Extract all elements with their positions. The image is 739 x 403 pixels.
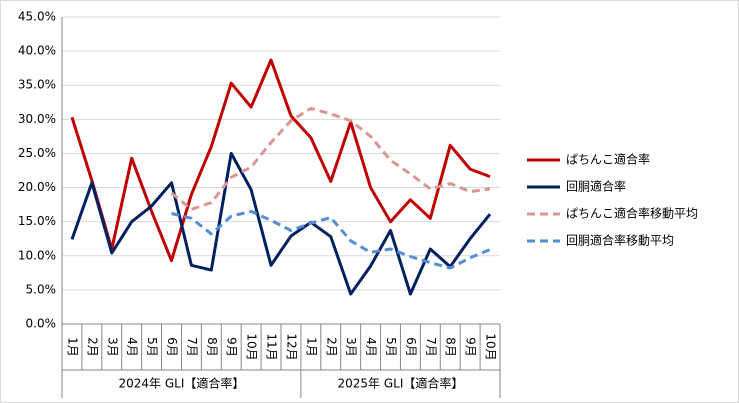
x-tick-label: 9月 <box>225 337 239 357</box>
series-line <box>171 209 491 270</box>
y-tick-label: 45.0% <box>18 10 56 24</box>
series-line <box>70 151 492 296</box>
series-line <box>70 58 491 263</box>
x-tick-label: 5月 <box>384 337 398 357</box>
x-tick-label: 5月 <box>145 337 159 357</box>
x-tick-label: 9月 <box>464 337 478 357</box>
y-tick-label: 0.0% <box>26 317 57 331</box>
y-tick-label: 10.0% <box>18 248 56 262</box>
x-tick-label: 8月 <box>444 337 458 357</box>
x-tick-label: 12月 <box>284 333 298 360</box>
group-label: 2025年 GLI【適合率】 <box>338 376 464 391</box>
group-label: 2024年 GLI【適合率】 <box>119 376 245 391</box>
x-tick-label: 10月 <box>484 333 498 360</box>
x-tick-label: 3月 <box>105 337 119 357</box>
x-tick-label: 2月 <box>85 337 99 357</box>
y-tick-label: 20.0% <box>18 180 56 194</box>
x-tick-label: 2月 <box>324 337 338 357</box>
x-tick-label: 8月 <box>205 337 219 357</box>
y-tick-label: 35.0% <box>18 78 56 92</box>
y-tick-label: 25.0% <box>18 146 56 160</box>
legend-label: 回胴適合率移動平均 <box>566 233 674 248</box>
x-tick-label: 1月 <box>65 337 79 357</box>
y-tick-label: 15.0% <box>18 214 56 228</box>
legend-label: ぱちんこ適合率移動平均 <box>566 206 698 221</box>
series-line <box>170 106 491 211</box>
y-tick-label: 40.0% <box>18 44 56 58</box>
y-tick-label: 30.0% <box>18 112 56 126</box>
x-tick-label: 7月 <box>424 337 438 357</box>
x-tick-label: 7月 <box>185 337 199 357</box>
x-tick-label: 3月 <box>344 337 358 357</box>
x-tick-label: 6月 <box>165 337 179 357</box>
x-tick-label: 4月 <box>125 337 139 357</box>
x-tick-label: 4月 <box>364 337 378 357</box>
legend-label: 回胴適合率 <box>566 179 626 194</box>
y-tick-label: 5.0% <box>26 282 57 296</box>
x-tick-label: 10月 <box>245 333 259 360</box>
legend-label: ぱちんこ適合率 <box>566 152 650 167</box>
x-tick-label: 11月 <box>265 333 279 360</box>
x-tick-label: 6月 <box>404 337 418 357</box>
x-tick-label: 1月 <box>304 337 318 357</box>
